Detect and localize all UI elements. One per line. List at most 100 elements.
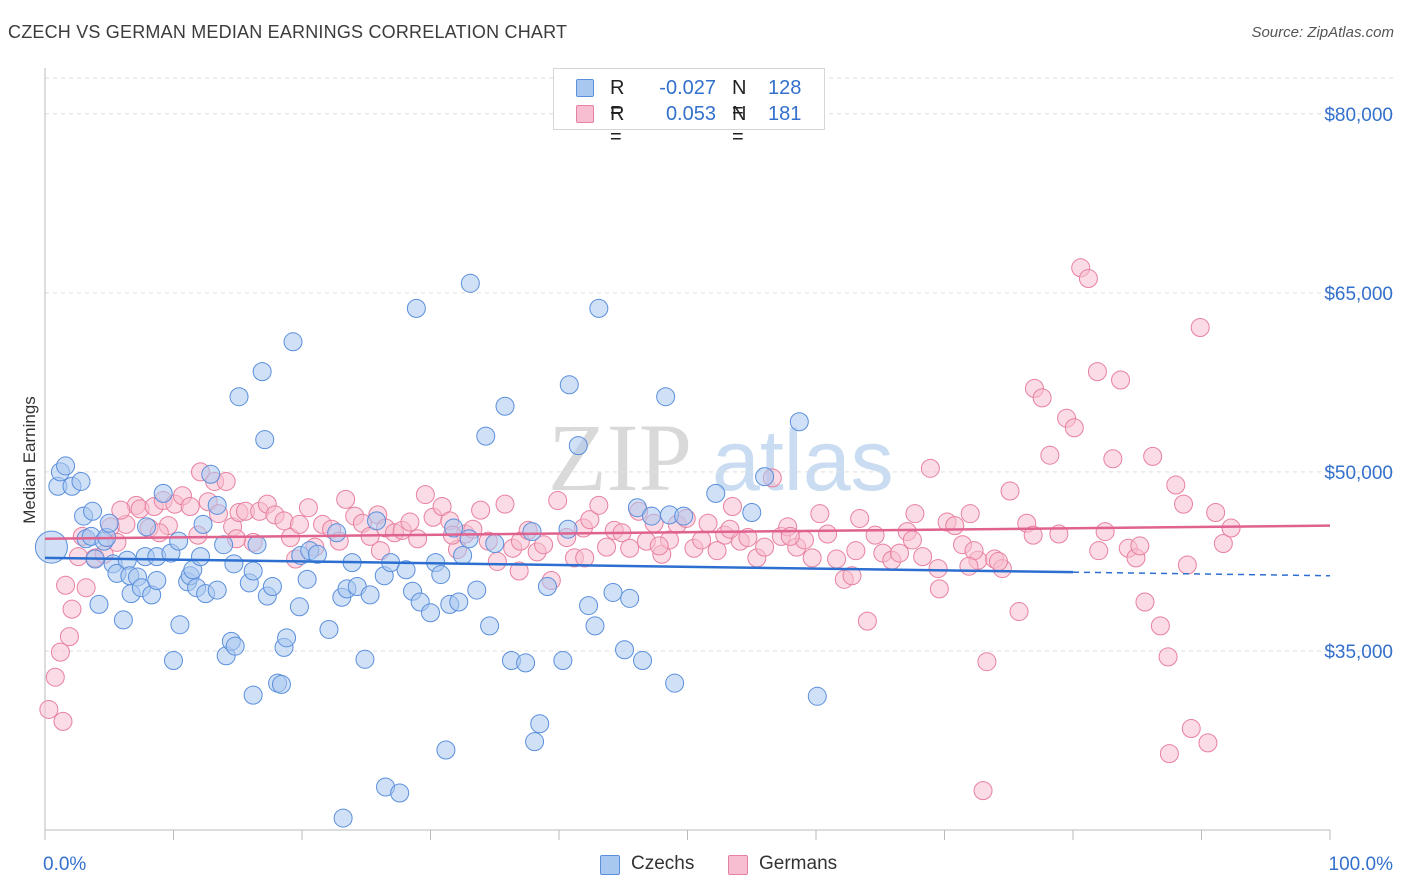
data-point-germans (1000, 481, 1020, 501)
data-point-czechs (537, 576, 557, 596)
data-point-czechs (406, 298, 426, 318)
data-point-germans (415, 485, 435, 505)
data-point-czechs (164, 651, 183, 671)
n-value: 181 (768, 103, 802, 125)
data-point-germans (1190, 317, 1210, 337)
data-point-germans (1087, 362, 1107, 382)
data-point-czechs (706, 483, 726, 503)
y-tick-label: $80,000 (1324, 105, 1393, 126)
data-point-czechs (283, 332, 303, 352)
czechs-swatch (576, 79, 594, 97)
data-point-czechs (201, 464, 221, 484)
data-point-czechs (485, 534, 505, 554)
data-point-germans (59, 627, 79, 647)
data-point-germans (1198, 733, 1218, 753)
data-point-czechs (522, 522, 542, 542)
data-point-germans (620, 538, 640, 558)
data-point-germans (1159, 744, 1179, 764)
watermark-zip: ZIP (548, 404, 692, 511)
data-point-czechs (665, 673, 685, 693)
data-point-czechs (620, 588, 640, 608)
data-point-germans (1158, 647, 1178, 667)
data-point-germans (1064, 418, 1084, 438)
n-value: 128 (768, 77, 802, 99)
data-point-czechs (656, 387, 676, 407)
data-point-czechs (225, 636, 245, 656)
chart-title: CZECH VS GERMAN MEDIAN EARNINGS CORRELAT… (8, 22, 568, 42)
data-point-czechs (243, 561, 263, 581)
data-point-czechs (603, 582, 623, 602)
data-point-germans (62, 599, 82, 619)
data-point-czechs (277, 628, 297, 648)
data-point-czechs (579, 596, 599, 616)
data-point-czechs (147, 571, 167, 591)
data-point-germans (68, 547, 88, 567)
data-point-czechs (449, 592, 469, 612)
data-point-germans (905, 504, 925, 524)
data-point-germans (1143, 446, 1163, 466)
data-point-czechs (252, 362, 272, 382)
y-tick-label: $35,000 (1324, 642, 1393, 663)
data-point-germans (548, 491, 568, 511)
data-point-germans (850, 508, 870, 528)
x-tick-label-max: 100.0% (1329, 854, 1394, 875)
data-point-czechs (214, 535, 234, 555)
data-point-czechs (530, 714, 550, 734)
r-value: -0.027 (659, 77, 716, 99)
data-point-germans (707, 541, 727, 561)
data-point-czechs (229, 387, 249, 407)
germans-swatch (576, 105, 594, 123)
data-point-germans (408, 529, 428, 549)
data-point-czechs (755, 467, 775, 487)
data-point-germans (1174, 494, 1194, 514)
data-point-czechs (460, 273, 480, 293)
data-point-czechs (360, 585, 380, 605)
data-point-czechs (333, 808, 353, 828)
data-point-germans (846, 541, 866, 561)
r-value: 0.053 (665, 103, 716, 125)
data-point-germans (1150, 616, 1170, 636)
data-point-germans (509, 561, 529, 581)
data-point-czechs (516, 653, 536, 673)
data-point-czechs (71, 471, 91, 491)
data-point-germans (1181, 719, 1201, 739)
data-point-germans (580, 510, 600, 530)
data-point-germans (495, 494, 515, 514)
data-point-germans (959, 556, 979, 576)
data-point-germans (53, 711, 73, 731)
data-point-germans (1130, 536, 1150, 556)
n-label: N = (732, 103, 747, 148)
data-point-czechs (247, 535, 267, 555)
data-point-germans (722, 497, 742, 517)
data-point-czechs (207, 580, 227, 600)
trend-line-czechs-extrapolated (1072, 571, 1331, 577)
data-point-germans (890, 543, 910, 563)
data-point-czechs (421, 603, 440, 623)
data-point-germans (1166, 475, 1186, 495)
data-point-germans (692, 530, 712, 550)
data-point-germans (575, 548, 595, 568)
data-point-germans (977, 652, 997, 672)
data-point-czechs (559, 375, 579, 395)
data-point-germans (487, 551, 507, 571)
data-point-germans (698, 513, 718, 533)
data-point-czechs (390, 783, 410, 803)
data-point-czechs (307, 544, 327, 564)
data-point-czechs (495, 396, 515, 416)
data-point-czechs (243, 685, 263, 705)
data-point-czechs (355, 649, 375, 669)
data-point-germans (929, 579, 949, 599)
y-tick-label: $50,000 (1324, 463, 1393, 484)
data-point-czechs (271, 674, 291, 694)
data-point-germans (274, 511, 294, 531)
data-point-czechs (615, 640, 635, 660)
data-point-czechs (467, 580, 487, 600)
data-point-germans (1023, 525, 1043, 545)
n-label: N = (732, 77, 747, 122)
data-point-germans (810, 504, 830, 524)
data-point-germans (945, 516, 965, 536)
legend-swatch-germans (728, 855, 748, 875)
data-point-germans (1177, 555, 1197, 575)
trend-line-czechs (44, 556, 1074, 574)
data-point-germans (180, 497, 200, 517)
